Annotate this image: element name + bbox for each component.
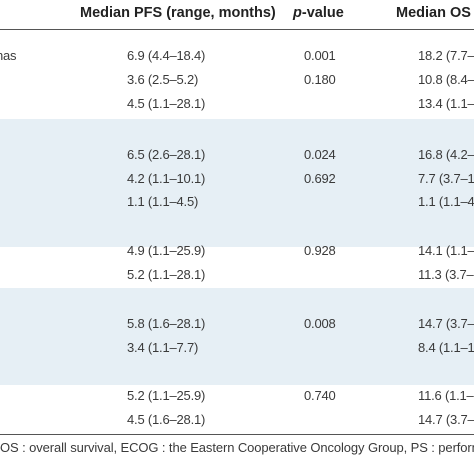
header-median-os: Median OS (m — [396, 5, 474, 21]
group-band-shaded — [0, 288, 474, 385]
row-label: nas — [0, 48, 17, 63]
cell-pfs: 6.9 (4.4–18.4) — [127, 48, 206, 63]
cell-p-value: 0.024 — [304, 147, 336, 162]
cell-p-value: 0.928 — [304, 243, 336, 258]
header-p-rest: -value — [301, 5, 344, 21]
cell-pfs: 3.4 (1.1–7.7) — [127, 340, 199, 355]
cell-p-value: 0.180 — [304, 72, 336, 87]
cell-os: 14.7 (3.7–2 — [418, 412, 474, 427]
cell-pfs: 3.6 (2.5–5.2) — [127, 72, 199, 87]
cell-pfs: 4.5 (1.6–28.1) — [127, 412, 206, 427]
cell-pfs: 5.2 (1.1–28.1) — [127, 267, 206, 282]
cell-pfs: 4.9 (1.1–25.9) — [127, 243, 206, 258]
cell-pfs: 5.2 (1.1–25.9) — [127, 388, 206, 403]
cell-os: 8.4 (1.1–1 — [418, 340, 474, 355]
cell-os: 14.7 (3.7–7 — [418, 316, 474, 331]
cell-p-value: 0.740 — [304, 388, 336, 403]
cell-os: 18.2 (7.7–7 — [418, 48, 474, 63]
cell-p-value: 0.692 — [304, 171, 336, 186]
table-bottom-rule — [0, 434, 474, 435]
header-p-value: p-value — [293, 5, 344, 21]
table-footnote: OS : overall survival, ECOG : the Easter… — [0, 440, 474, 455]
cell-pfs: 4.5 (1.1–28.1) — [127, 96, 206, 111]
group-band-shaded — [0, 119, 474, 247]
cell-os: 13.4 (1.1–5 — [418, 96, 474, 111]
cell-p-value: 0.008 — [304, 316, 336, 331]
header-p-italic: p — [293, 5, 302, 21]
cell-os: 14.1 (1.1–7 — [418, 243, 474, 258]
cell-pfs: 1.1 (1.1–4.5) — [127, 194, 199, 209]
cell-os: 7.7 (3.7–1 — [418, 171, 474, 186]
cell-pfs: 5.8 (1.6–28.1) — [127, 316, 206, 331]
cell-os: 1.1 (1.1–4 — [418, 194, 474, 209]
header-median-pfs: Median PFS (range, months) — [80, 5, 276, 21]
cell-os: 11.6 (1.1–7 — [418, 388, 474, 403]
cell-p-value: 0.001 — [304, 48, 336, 63]
cell-os: 16.8 (4.2–7 — [418, 147, 474, 162]
cell-os: 10.8 (8.4–1 — [418, 72, 474, 87]
table-header: Median PFS (range, months) p-value Media… — [0, 0, 474, 30]
cell-os: 11.3 (3.7–5 — [418, 267, 474, 282]
cell-pfs: 6.5 (2.6–28.1) — [127, 147, 206, 162]
cell-pfs: 4.2 (1.1–10.1) — [127, 171, 206, 186]
